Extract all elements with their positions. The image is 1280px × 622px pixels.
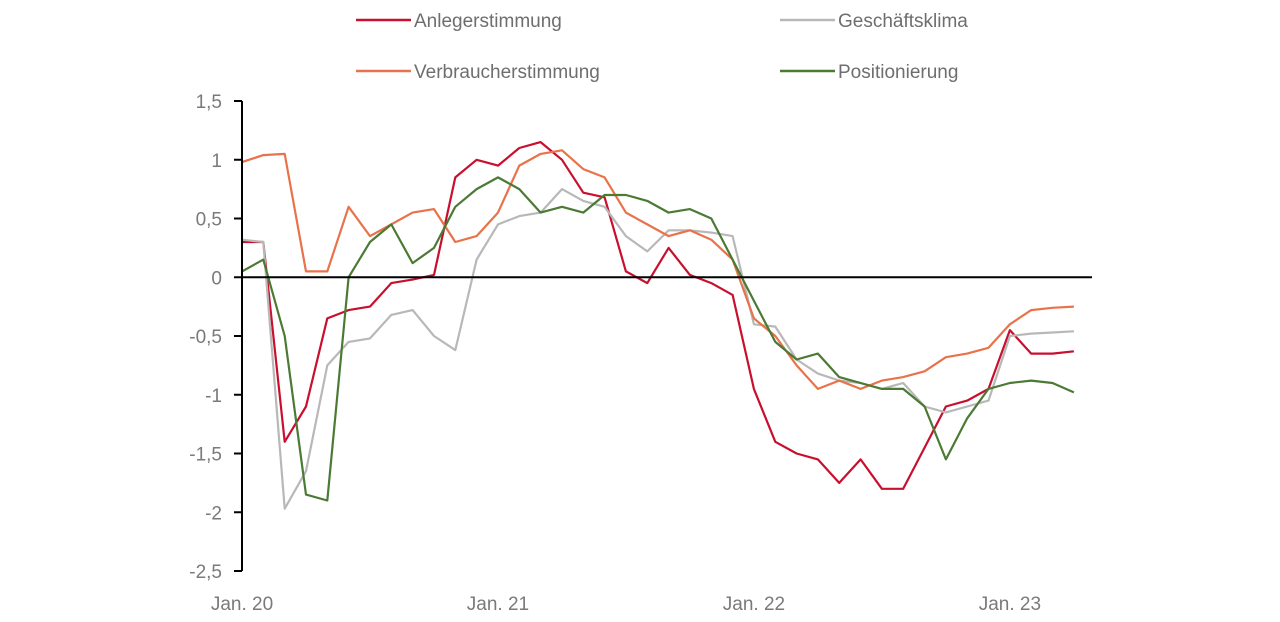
- y-tick-label: 1: [211, 151, 222, 172]
- legend-label: Geschäftsklima: [838, 11, 968, 32]
- legend-label: Verbraucherstimmung: [414, 62, 600, 83]
- y-tick-label: -1: [205, 386, 222, 407]
- series-line-verbraucherstimmung: [241, 149, 1074, 390]
- y-tick-label: 1,5: [196, 92, 222, 113]
- legend-label: Positionierung: [838, 62, 958, 83]
- x-tick-label: Jan. 23: [979, 594, 1041, 615]
- series-line-positionierung: [241, 176, 1075, 502]
- x-tick-label: Jan. 20: [211, 594, 273, 615]
- y-tick-label: -2: [205, 503, 222, 524]
- legend-item: Anlegerstimmung: [356, 11, 562, 32]
- legend-item: Positionierung: [780, 62, 958, 83]
- legend-item: Geschäftsklima: [780, 11, 968, 32]
- series-layer: [241, 141, 1075, 510]
- x-tick-label: Jan. 22: [723, 594, 785, 615]
- series-line-geschäftsklima: [241, 188, 1074, 510]
- y-tick-label: 0,5: [196, 210, 222, 231]
- legend: Anlegerstimmung Geschäftsklima Verbraucher…: [356, 11, 968, 83]
- series-line-anlegerstimmung: [242, 141, 1075, 490]
- legend-item: Verbraucherstimmung: [356, 62, 600, 83]
- y-tick-label: -2,5: [189, 562, 222, 583]
- legend-label: Anlegerstimmung: [414, 11, 562, 32]
- y-tick-label: -1,5: [189, 445, 222, 466]
- y-tick-label: -0,5: [189, 327, 222, 348]
- y-tick-label: 0: [211, 268, 222, 289]
- axes-layer: 1,5 1 0,5 0 -0,5 -1 -1,5 -2 -2,5 Jan. 20 Jan. 21 Ja…: [189, 92, 1092, 615]
- x-tick-label: Jan. 21: [467, 594, 529, 615]
